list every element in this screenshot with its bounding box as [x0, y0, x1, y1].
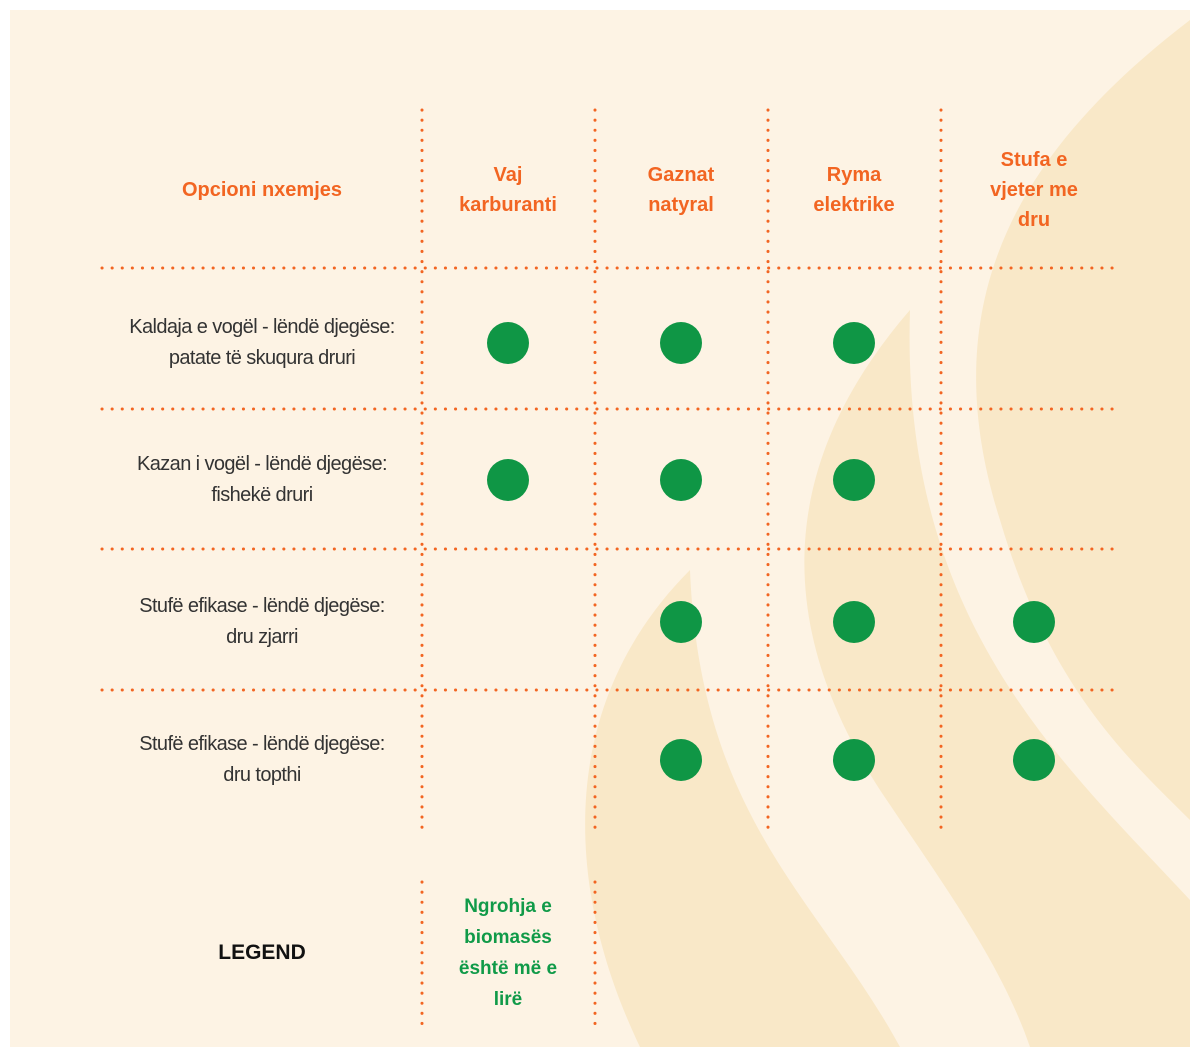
grid	[100, 108, 1117, 1027]
row-label: Kazan i vogël - lëndë djegëse: fishekë d…	[137, 453, 388, 506]
flame-shape	[585, 570, 900, 1047]
dot	[487, 459, 529, 501]
dot	[660, 459, 702, 501]
dot	[1013, 739, 1055, 781]
dot	[1013, 601, 1055, 643]
row-label: Stufë efikase - lëndë djegëse: dru zjarr…	[139, 595, 385, 648]
dot	[660, 601, 702, 643]
column-header: Stufa e vjeter me dru	[990, 149, 1078, 231]
column-header: Opcioni nxemjes	[181, 179, 343, 201]
row-label: Kaldaja e vogël - lëndë djegëse: patate …	[129, 316, 395, 369]
legend-text: Ngrohja e biomasës është më e lirë	[458, 896, 558, 1010]
dot	[487, 322, 529, 364]
flame-shape	[976, 20, 1190, 820]
column-header: Vaj karburanti	[459, 164, 557, 216]
row-label: Stufë efikase - lëndë djegëse: dru topth…	[139, 733, 385, 786]
dot	[833, 601, 875, 643]
dot	[833, 459, 875, 501]
dot	[660, 739, 702, 781]
flame-shape	[804, 310, 1190, 1047]
dot	[660, 322, 702, 364]
column-header: Ryma elektrike	[813, 164, 895, 216]
legend-title: LEGEND	[218, 941, 306, 964]
dot	[833, 322, 875, 364]
dot	[833, 739, 875, 781]
column-header: Gaznat natyral	[647, 164, 715, 216]
